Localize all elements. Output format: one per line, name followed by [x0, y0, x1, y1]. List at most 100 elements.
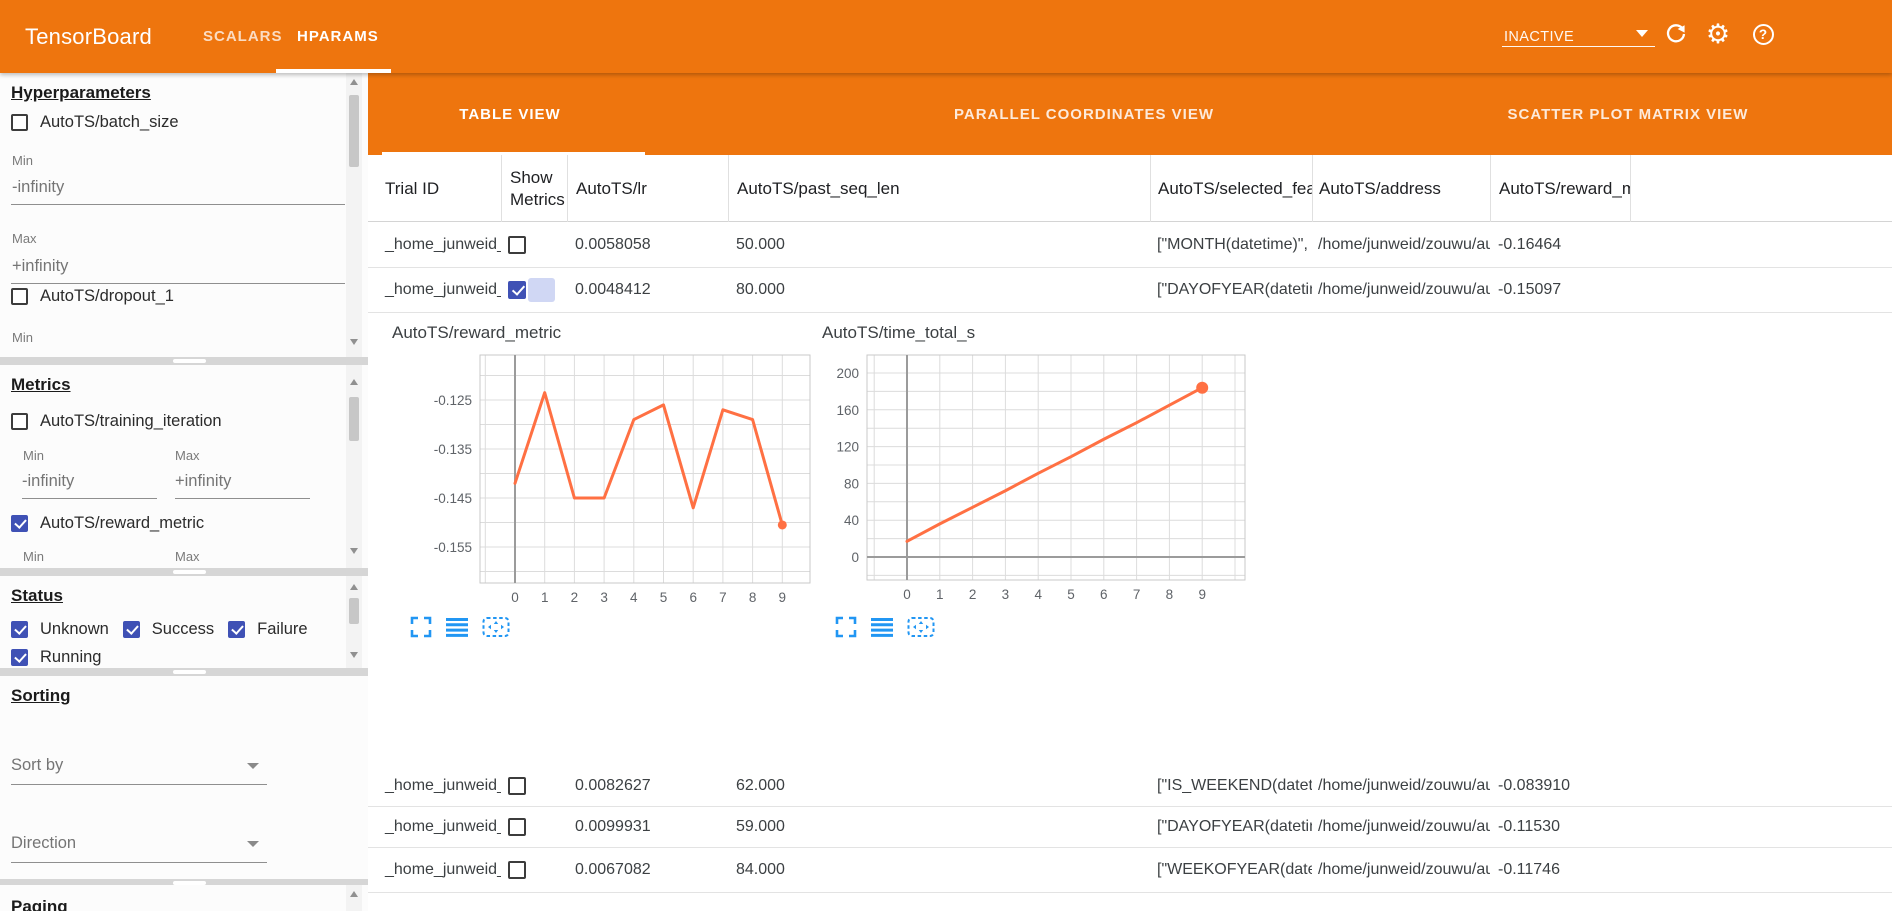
fit-to-view-icon[interactable] — [907, 616, 935, 638]
address-cell: /home/junweid/zouwu/aut… — [1318, 861, 1490, 878]
scroll-down-icon[interactable] — [350, 652, 358, 658]
status-scrollbar[interactable] — [346, 576, 362, 668]
scroll-up-icon[interactable] — [350, 584, 358, 590]
table-row[interactable]: _home_junweid_z… 0.0048412 80.000 ["DAYO… — [368, 268, 1892, 313]
paging-scrollbar[interactable] — [346, 885, 362, 911]
run-mode-select[interactable]: INACTIVE — [1504, 28, 1575, 45]
dropout-checkbox[interactable] — [11, 288, 28, 305]
reward-metric-checkbox[interactable] — [11, 515, 28, 532]
help-icon[interactable]: ? — [1750, 21, 1776, 47]
show-metrics-checkbox[interactable] — [508, 235, 526, 254]
hparam-dropout-row[interactable]: AutoTS/dropout_1 — [11, 287, 174, 306]
metric-min-input[interactable]: -infinity — [22, 472, 75, 490]
status-option-success[interactable]: Success — [122, 620, 215, 639]
time-total-line-chart[interactable]: 0 40 80 120 160 200 0 1 2 3 4 5 6 7 8 9 — [820, 315, 1250, 615]
table-row[interactable]: _home_junweid_z… 0.0099931 59.000 ["DAYO… — [368, 807, 1892, 848]
show-metrics-checkbox[interactable] — [508, 818, 526, 836]
table-row[interactable]: _home_junweid_z… 0.0067082 84.000 ["WEEK… — [368, 848, 1892, 893]
hparam-batch-size-row[interactable]: AutoTS/batch_size — [11, 113, 179, 132]
reward-metric-cell: -0.15097 — [1498, 281, 1562, 298]
chevron-down-icon[interactable] — [247, 763, 259, 769]
col-autots-address[interactable]: AutoTS/address — [1312, 155, 1490, 222]
scroll-down-icon[interactable] — [350, 548, 358, 554]
direction-select[interactable]: Direction — [11, 834, 77, 852]
scrollbar-thumb[interactable] — [349, 598, 359, 624]
status-option-running[interactable]: Running — [11, 648, 101, 667]
running-label: Running — [40, 648, 102, 666]
fullscreen-icon[interactable] — [410, 616, 432, 638]
nav-tab-hparams[interactable]: HPARAMS — [297, 28, 379, 45]
show-metrics-checkbox[interactable] — [508, 776, 526, 795]
col-show-metrics[interactable]: Show Metrics — [501, 155, 567, 222]
tab-parallel-coordinates-view[interactable]: PARALLEL COORDINATES VIEW — [953, 105, 1215, 123]
log-lines-icon[interactable] — [445, 616, 469, 638]
scroll-down-icon[interactable] — [350, 339, 358, 345]
success-label: Success — [151, 620, 215, 638]
settings-gear-icon[interactable]: ⚙ — [1705, 19, 1731, 49]
min-input[interactable]: -infinity — [12, 178, 65, 196]
failure-checkbox[interactable] — [228, 621, 246, 638]
past-seq-len-cell: 84.000 — [736, 861, 785, 878]
nav-tab-scalars[interactable]: SCALARS — [203, 28, 283, 45]
metric-training-iteration-row[interactable]: AutoTS/training_iteration — [11, 412, 222, 431]
status-option-unknown[interactable]: Unknown — [11, 620, 109, 639]
section-divider[interactable] — [0, 879, 368, 885]
expanded-metrics-panel: AutoTS/reward_metric -0.125 -0.135 -0.145-… — [368, 313, 1892, 765]
hyperparameters-scrollbar[interactable] — [346, 73, 362, 357]
log-lines-icon[interactable] — [870, 616, 894, 638]
selected-features-cell: ["WEEKOFYEAR(dateti… — [1157, 861, 1312, 878]
fit-to-view-icon[interactable] — [482, 616, 510, 638]
status-options: Unknown Success Failure Running — [11, 620, 341, 667]
scrollbar-thumb[interactable] — [349, 397, 359, 441]
direction-underline — [11, 862, 267, 863]
status-option-failure[interactable]: Failure — [228, 620, 308, 639]
metrics-scrollbar[interactable] — [346, 365, 362, 568]
scroll-up-icon[interactable] — [350, 379, 358, 385]
col-autots-past-seq-len[interactable]: AutoTS/past_seq_len — [728, 155, 1150, 222]
reward-metric-label: AutoTS/reward_metric — [40, 514, 205, 532]
col-autots-reward-metric[interactable]: AutoTS/reward_metric — [1490, 155, 1630, 222]
show-metrics-checkbox[interactable] — [508, 861, 526, 879]
metric-reward-row[interactable]: AutoTS/reward_metric — [11, 514, 204, 533]
unknown-checkbox[interactable] — [11, 621, 28, 638]
table-row[interactable]: _home_junweid_z… 0.0058058 50.000 ["MONT… — [368, 222, 1892, 268]
training-iteration-checkbox[interactable] — [11, 413, 28, 430]
running-checkbox[interactable] — [11, 649, 28, 666]
metric-max-input[interactable]: +infinity — [175, 472, 232, 490]
section-divider[interactable] — [0, 357, 368, 365]
col-autots-lr[interactable]: AutoTS/lr — [567, 155, 728, 222]
show-metrics-checkbox[interactable] — [508, 281, 526, 299]
lr-cell: 0.0048412 — [575, 281, 651, 298]
refresh-icon[interactable] — [1663, 21, 1689, 47]
tab-table-view[interactable]: TABLE VIEW — [459, 105, 561, 123]
section-sorting: Sorting Sort by Direction — [0, 676, 368, 879]
success-checkbox[interactable] — [122, 621, 140, 638]
col-trial-id[interactable]: Trial ID — [385, 178, 440, 198]
svg-text:40: 40 — [844, 513, 859, 528]
chevron-down-icon[interactable] — [1636, 30, 1648, 37]
tab-scatter-plot-matrix-view[interactable]: SCATTER PLOT MATRIX VIEW — [1507, 105, 1749, 123]
scroll-up-icon[interactable] — [350, 79, 358, 85]
section-divider[interactable] — [0, 568, 368, 576]
batch-size-checkbox[interactable] — [11, 114, 28, 131]
table-row[interactable]: _home_junweid_z… 0.0082627 62.000 ["IS_W… — [368, 765, 1892, 807]
chevron-down-icon[interactable] — [247, 841, 259, 847]
col-autots-selected-features[interactable]: AutoTS/selected_features — [1150, 155, 1312, 222]
svg-text:5: 5 — [1067, 587, 1075, 602]
reward-metric-line-chart[interactable]: -0.125 -0.135 -0.145 -0.155 0 1 2 3 4 5 6 7 8 9 — [400, 315, 830, 615]
selected-features-cell: ["DAYOFYEAR(datetime… — [1157, 281, 1312, 298]
scroll-up-icon[interactable] — [350, 891, 358, 897]
scrollbar-thumb[interactable] — [349, 95, 359, 167]
svg-text:9: 9 — [1198, 587, 1206, 602]
status-heading: Status — [11, 586, 63, 605]
max-input[interactable]: +infinity — [12, 257, 69, 275]
svg-text:7: 7 — [719, 590, 727, 605]
fullscreen-icon[interactable] — [835, 616, 857, 638]
hyperparameters-heading: Hyperparameters — [11, 83, 151, 102]
sort-by-select[interactable]: Sort by — [11, 756, 64, 774]
section-divider[interactable] — [0, 668, 368, 676]
lr-cell: 0.0099931 — [575, 818, 651, 835]
past-seq-len-cell: 59.000 — [736, 818, 785, 835]
svg-text:-0.145: -0.145 — [434, 491, 472, 506]
reward-max-label: Max — [175, 549, 200, 564]
